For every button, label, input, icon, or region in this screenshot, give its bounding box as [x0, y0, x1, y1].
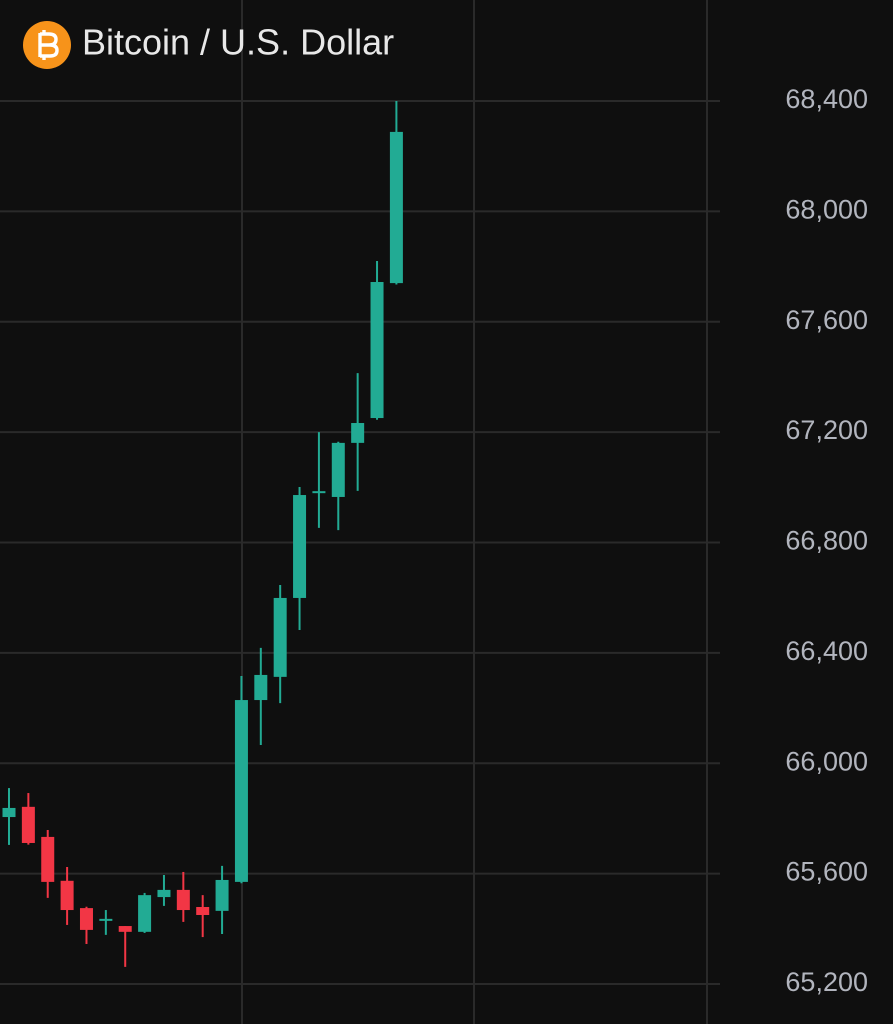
candle-body: [21, 806, 35, 843]
candle-body: [331, 442, 345, 497]
candle-body: [215, 879, 229, 911]
bitcoin-icon: [23, 21, 71, 69]
y-tick-label: 65,200: [785, 967, 868, 997]
y-tick-label: 67,600: [785, 305, 868, 335]
candle-body: [254, 674, 268, 701]
y-tick-label: 68,000: [785, 194, 868, 224]
candle-body: [60, 880, 74, 911]
candle-body: [41, 836, 55, 882]
candle-body: [176, 889, 190, 911]
y-tick-label: 65,600: [785, 857, 868, 887]
candle-body: [118, 926, 132, 932]
y-tick-label: 66,800: [785, 526, 868, 556]
candle-body: [99, 918, 113, 921]
y-tick-label: 66,400: [785, 636, 868, 666]
candles: [2, 100, 403, 967]
candle-body: [79, 908, 93, 930]
candle-body: [273, 597, 287, 677]
candle-body: [196, 907, 210, 916]
candle-body: [2, 807, 16, 818]
candle-body: [389, 131, 403, 284]
y-tick-label: 66,000: [785, 746, 868, 776]
candle-body: [157, 889, 171, 898]
y-tick-label: 68,400: [785, 84, 868, 114]
candle-body: [351, 423, 365, 443]
candle-body: [370, 282, 384, 419]
chart-title: Bitcoin / U.S. Dollar: [82, 22, 394, 63]
y-tick-label: 67,200: [785, 415, 868, 445]
candle-body: [234, 700, 248, 882]
candle-body: [293, 495, 307, 598]
candle-body: [312, 491, 326, 494]
candle-body: [138, 895, 152, 932]
